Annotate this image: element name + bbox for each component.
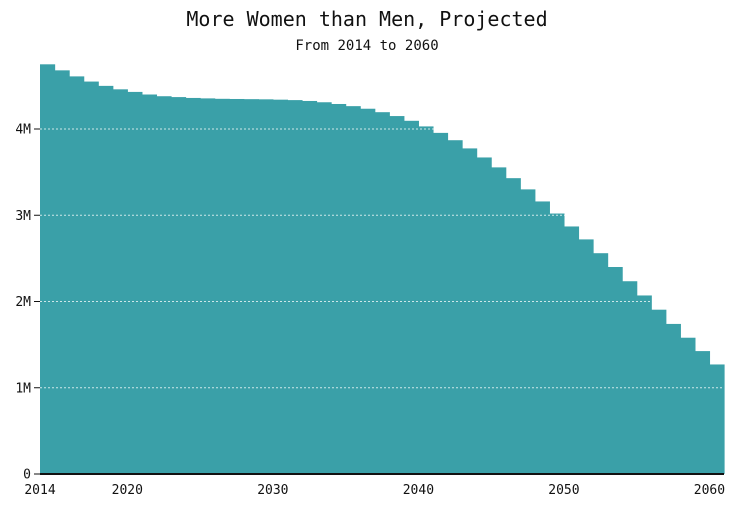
area-step	[316, 102, 332, 474]
area-step	[287, 100, 303, 474]
area-step	[418, 126, 434, 474]
x-tick-label: 2014	[24, 483, 55, 498]
area-step	[374, 112, 390, 475]
area-step	[170, 97, 187, 475]
area-step	[694, 351, 711, 474]
area-step	[229, 98, 245, 475]
area-step	[200, 98, 216, 474]
area-step	[549, 213, 565, 474]
area-step	[185, 97, 201, 474]
area-step	[141, 94, 158, 474]
area-step	[389, 116, 405, 474]
area-step	[360, 108, 376, 474]
area-step	[403, 120, 419, 475]
x-tick-label: 2030	[257, 483, 288, 498]
x-tick-label: 2040	[403, 483, 434, 498]
area-step	[331, 103, 347, 475]
x-axis: 2014 2020 2030 2040 2050 2060	[24, 473, 725, 498]
area-step	[69, 76, 85, 474]
area-step	[636, 295, 652, 474]
area-step	[272, 99, 289, 475]
y-tick-label: 0	[23, 468, 31, 483]
area-step	[505, 178, 521, 474]
area-step	[301, 100, 318, 474]
area-step	[98, 85, 114, 474]
chart-title: More Women than Men, Projected	[186, 7, 547, 31]
area-step	[156, 96, 172, 474]
area-step	[665, 323, 681, 474]
y-tick-label: 4M	[15, 123, 31, 138]
area-step	[54, 70, 70, 474]
area-step	[622, 281, 638, 474]
area-step	[563, 226, 580, 474]
area-step	[243, 99, 259, 474]
area-step	[476, 157, 492, 474]
x-tick-label: 2060	[694, 483, 725, 498]
area-step	[462, 148, 478, 474]
area-step	[520, 189, 536, 474]
area-step	[607, 267, 623, 474]
y-axis: 0 1M 2M 3M 4M	[15, 123, 40, 483]
y-tick-label: 2M	[15, 295, 31, 310]
gridlines	[40, 128, 724, 389]
area-step	[680, 337, 696, 474]
area-step	[578, 239, 594, 474]
area-step	[83, 81, 99, 474]
y-tick-label: 3M	[15, 209, 31, 224]
area-step	[258, 99, 274, 474]
area-step	[709, 364, 725, 474]
area-steps	[40, 64, 725, 475]
area-step	[112, 89, 128, 474]
x-tick-label: 2050	[548, 483, 579, 498]
area-step	[593, 253, 609, 474]
y-tick-label: 1M	[15, 381, 31, 396]
x-tick-label: 2020	[112, 483, 143, 498]
area-step	[447, 140, 463, 474]
area-step	[432, 132, 449, 474]
area-step	[491, 167, 507, 474]
chart-subtitle: From 2014 to 2060	[295, 38, 438, 54]
area-step	[40, 64, 56, 474]
area-step	[214, 98, 230, 474]
area-step	[651, 309, 667, 474]
area-step	[127, 91, 143, 474]
area-step	[534, 201, 550, 474]
area-step	[345, 106, 361, 475]
